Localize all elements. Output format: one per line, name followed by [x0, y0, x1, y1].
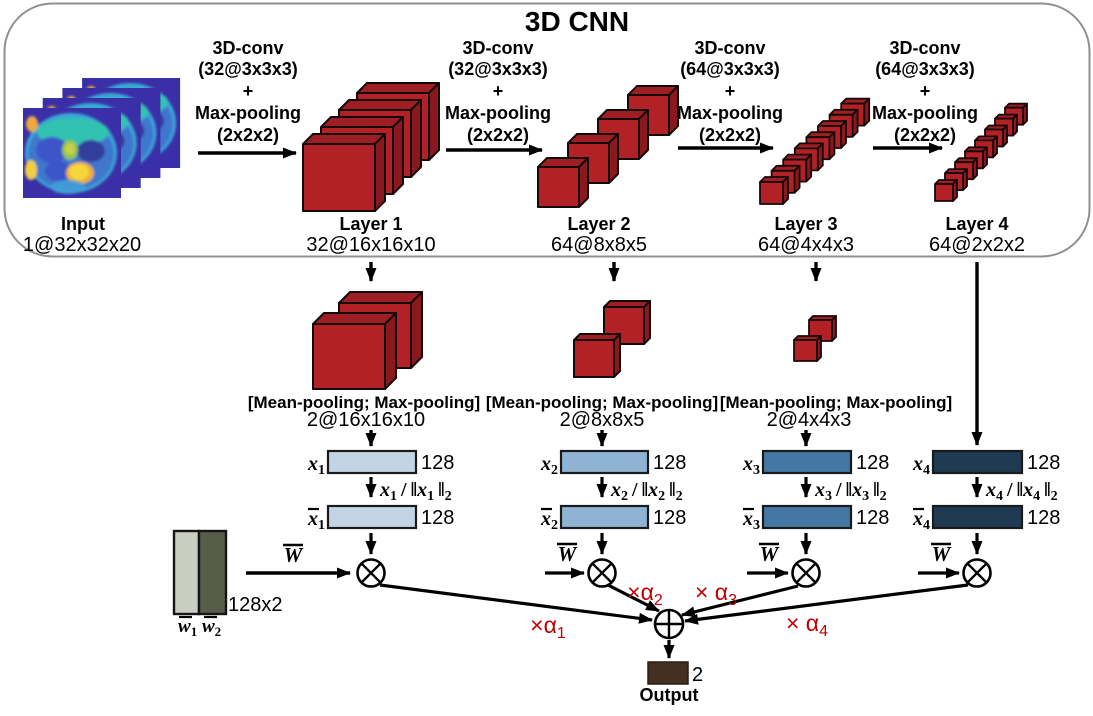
svg-text:3D-conv: 3D-conv [694, 38, 765, 58]
svg-text:+: + [493, 81, 504, 101]
svg-text:Layer 1: Layer 1 [339, 214, 402, 234]
svg-text:x2 / ‖x2 ‖2: x2 / ‖x2 ‖2 [610, 479, 683, 504]
svg-text:(2x2x2): (2x2x2) [467, 125, 529, 145]
svg-text:Input: Input [61, 214, 105, 234]
svg-text:W: W [760, 542, 780, 566]
svg-text:W: W [558, 542, 578, 566]
svg-text:128: 128 [1027, 507, 1060, 529]
svg-text:128: 128 [653, 452, 686, 474]
svg-text:Max-pooling: Max-pooling [445, 103, 551, 123]
svg-text:(32@3x3x3): (32@3x3x3) [448, 59, 548, 79]
svg-text:64@2x2x2: 64@2x2x2 [929, 234, 1025, 256]
svg-text:+: + [243, 81, 254, 101]
svg-text:(64@3x3x3): (64@3x3x3) [680, 59, 780, 79]
svg-text:+: + [920, 81, 931, 101]
svg-text:Layer 4: Layer 4 [945, 214, 1008, 234]
svg-text:(32@3x3x3): (32@3x3x3) [198, 59, 298, 79]
svg-text:Layer 2: Layer 2 [567, 214, 630, 234]
svg-text:64@4x4x3: 64@4x4x3 [758, 234, 854, 256]
svg-text:x4 / ‖x4 ‖2: x4 / ‖x4 ‖2 [985, 479, 1058, 504]
svg-text:2@16x16x10: 2@16x16x10 [307, 409, 425, 431]
svg-text:128: 128 [856, 452, 889, 474]
svg-text:128: 128 [653, 507, 686, 529]
svg-text:128x2: 128x2 [228, 594, 283, 616]
svg-text:Output: Output [640, 685, 699, 705]
svg-text:[Mean-pooling; Max-pooling]: [Mean-pooling; Max-pooling] [486, 393, 718, 412]
svg-text:3D CNN: 3D CNN [525, 6, 629, 37]
svg-text:3D-conv: 3D-conv [212, 38, 283, 58]
svg-text:128: 128 [1027, 452, 1060, 474]
svg-text:Max-pooling: Max-pooling [195, 103, 301, 123]
svg-text:x1 / ‖x1 ‖2: x1 / ‖x1 ‖2 [379, 479, 452, 504]
svg-text:w1 w2: w1 w2 [178, 616, 221, 639]
svg-text:2@8x8x5: 2@8x8x5 [560, 409, 645, 431]
svg-text:[Mean-pooling; Max-pooling]: [Mean-pooling; Max-pooling] [248, 393, 480, 412]
svg-text:Max-pooling: Max-pooling [872, 103, 978, 123]
svg-text:(64@3x3x3): (64@3x3x3) [875, 59, 975, 79]
svg-text:W: W [284, 543, 304, 567]
svg-text:(2x2x2): (2x2x2) [894, 125, 956, 145]
svg-text:1@32x32x20: 1@32x32x20 [23, 234, 141, 256]
svg-text:(2x2x2): (2x2x2) [699, 125, 761, 145]
svg-text:64@8x8x5: 64@8x8x5 [551, 234, 647, 256]
svg-text:128: 128 [421, 507, 454, 529]
svg-text:(2x2x2): (2x2x2) [217, 125, 279, 145]
svg-text:2: 2 [692, 664, 703, 686]
svg-text:2@4x4x3: 2@4x4x3 [767, 409, 852, 431]
svg-text:3D-conv: 3D-conv [462, 38, 533, 58]
svg-text:3D-conv: 3D-conv [889, 38, 960, 58]
svg-text:128: 128 [421, 452, 454, 474]
svg-text:[Mean-pooling; Max-pooling]: [Mean-pooling; Max-pooling] [720, 393, 952, 412]
svg-text:Layer 3: Layer 3 [774, 214, 837, 234]
svg-text:W: W [932, 542, 952, 566]
svg-text:+: + [725, 81, 736, 101]
svg-text:x3 / ‖x3 ‖2: x3 / ‖x3 ‖2 [814, 479, 887, 504]
svg-text:Max-pooling: Max-pooling [677, 103, 783, 123]
svg-text:128: 128 [856, 507, 889, 529]
svg-text:32@16x16x10: 32@16x16x10 [306, 234, 435, 256]
